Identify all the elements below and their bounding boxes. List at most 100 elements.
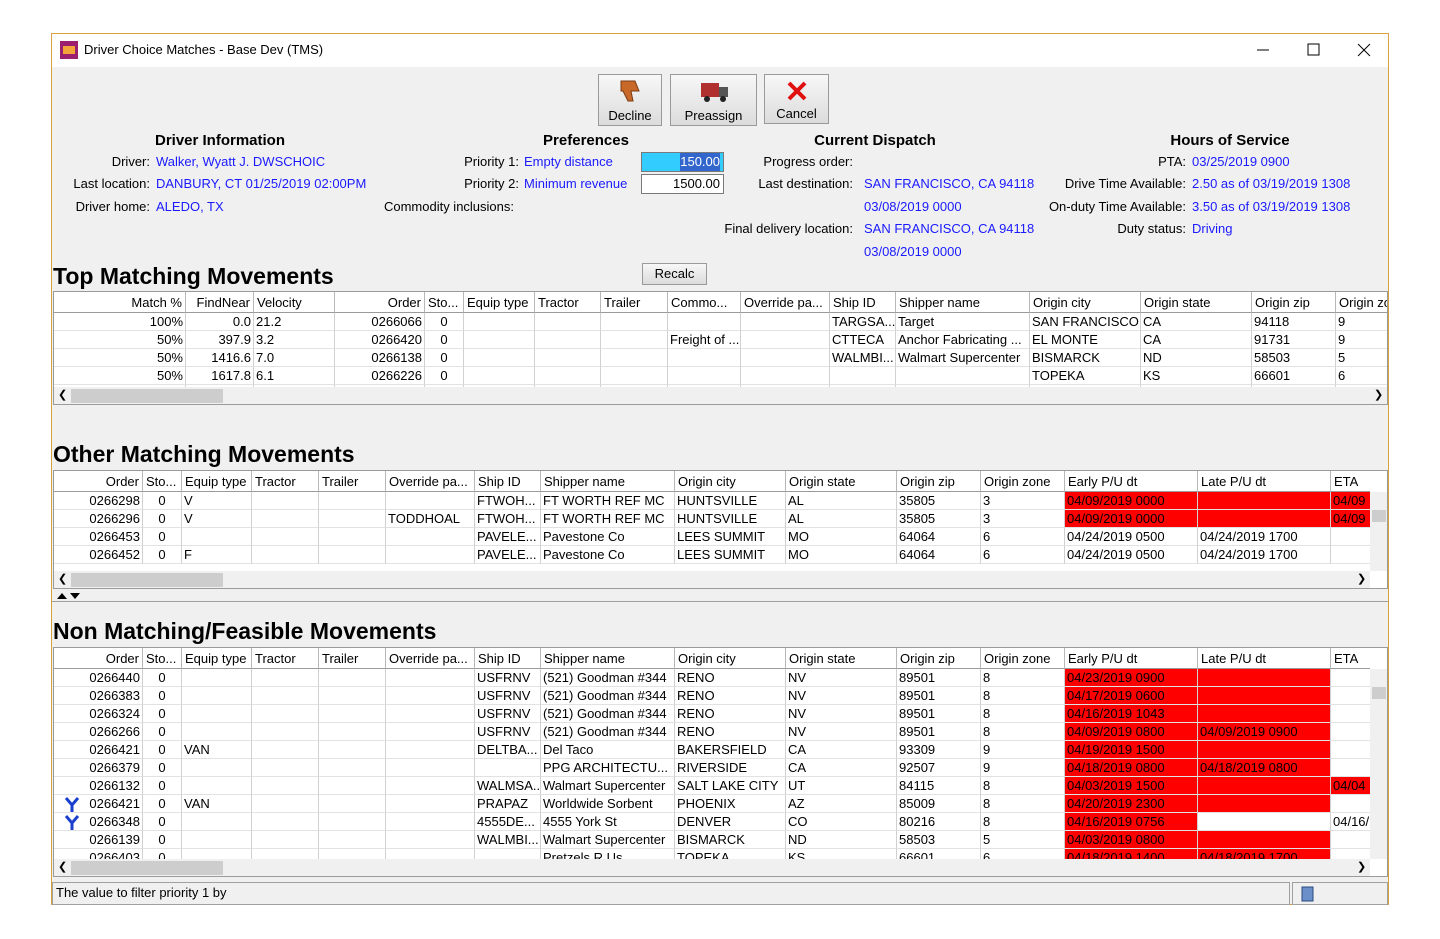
table-cell[interactable] [319, 687, 386, 705]
table-cell[interactable] [182, 723, 252, 741]
table-cell[interactable]: 0266138 [335, 349, 425, 367]
table-cell[interactable]: 21.2 [254, 313, 335, 331]
table-cell[interactable]: 0 [425, 331, 464, 349]
table-cell[interactable] [1331, 669, 1370, 687]
column-header[interactable]: Late P/U dt [1198, 471, 1331, 492]
column-header[interactable]: ETA [1331, 471, 1370, 492]
column-header[interactable]: Equip type [464, 292, 535, 313]
table-cell[interactable]: AL [786, 510, 897, 528]
table-cell[interactable]: FTWOH... [475, 492, 541, 510]
table-cell[interactable]: SAN FRANCISCO [1030, 313, 1141, 331]
table-cell[interactable]: EL MONTE [1030, 331, 1141, 349]
table-cell[interactable] [741, 349, 830, 367]
table-cell[interactable] [319, 795, 386, 813]
table-cell[interactable]: 8 [981, 687, 1065, 705]
column-header[interactable]: Early P/U dt [1065, 471, 1198, 492]
table-cell[interactable]: 0 [143, 723, 182, 741]
table-cell[interactable]: PHOENIX [675, 795, 786, 813]
table-cell[interactable]: NV [786, 669, 897, 687]
table-cell[interactable] [252, 813, 319, 831]
table-cell[interactable]: KS [786, 849, 897, 859]
column-header[interactable]: Ship ID [830, 292, 896, 313]
column-header[interactable]: Origin city [675, 471, 786, 492]
table-cell[interactable]: ND [1141, 349, 1252, 367]
table-cell[interactable]: 0266266 [54, 723, 143, 741]
column-header[interactable]: Origin zo [1336, 292, 1387, 313]
table-cell[interactable]: LEES SUMMIT [675, 546, 786, 564]
table-cell[interactable]: 50% [54, 331, 186, 349]
table-cell[interactable]: BAKERSFIELD [675, 741, 786, 759]
table-cell[interactable]: 89501 [897, 705, 981, 723]
table-cell[interactable]: 0 [143, 795, 182, 813]
table-cell[interactable] [319, 492, 386, 510]
table-cell[interactable]: 0266403 [54, 849, 143, 859]
table-cell[interactable]: PAVELE... [475, 528, 541, 546]
column-header[interactable]: FindNear [186, 292, 254, 313]
table-cell[interactable]: V [182, 492, 252, 510]
table-cell[interactable]: AL [786, 492, 897, 510]
table-cell[interactable] [386, 546, 475, 564]
table-cell[interactable]: 04/18/2019 1700 [1198, 849, 1331, 859]
table-cell[interactable] [1198, 795, 1331, 813]
table-cell[interactable] [741, 367, 830, 385]
table-cell[interactable]: 6 [981, 546, 1065, 564]
table-cell[interactable]: WALMSA... [475, 777, 541, 795]
table-cell[interactable]: 89501 [897, 687, 981, 705]
table-cell[interactable]: 5 [981, 831, 1065, 849]
table-cell[interactable] [1331, 687, 1370, 705]
table-cell[interactable]: 0 [143, 492, 182, 510]
scroll-arrow-right[interactable]: ❯ [1374, 388, 1383, 401]
window-controls[interactable] [1250, 40, 1375, 60]
table-cell[interactable]: USFRNV [475, 723, 541, 741]
table-cell[interactable] [464, 313, 535, 331]
table-cell[interactable] [319, 741, 386, 759]
table-cell[interactable] [668, 367, 741, 385]
table-cell[interactable] [1198, 741, 1331, 759]
table-cell[interactable] [1331, 705, 1370, 723]
table-cell[interactable]: 04/09/2019 0000 [1065, 492, 1198, 510]
table-cell[interactable]: 94118 [1252, 313, 1336, 331]
table-cell[interactable]: ND [786, 831, 897, 849]
table-cell[interactable]: Worldwide Sorbent [541, 795, 675, 813]
column-header[interactable]: Equip type [182, 471, 252, 492]
table-cell[interactable]: 04/24/2019 0500 [1065, 546, 1198, 564]
table-cell[interactable] [182, 813, 252, 831]
table-cell[interactable]: 6 [1336, 367, 1387, 385]
table-cell[interactable] [741, 331, 830, 349]
table-cell[interactable]: 0 [143, 705, 182, 723]
column-header[interactable]: ETA [1331, 648, 1370, 669]
column-header[interactable]: Shipper name [896, 292, 1030, 313]
table-cell[interactable]: 8 [981, 795, 1065, 813]
table-cell[interactable]: 0266383 [54, 687, 143, 705]
table-cell[interactable]: 0266452 [54, 546, 143, 564]
table-cell[interactable]: 9 [1336, 331, 1387, 349]
horizontal-scrollbar[interactable]: ❮❯ [54, 571, 1370, 589]
table-cell[interactable] [475, 759, 541, 777]
table-cell[interactable] [252, 849, 319, 859]
table-cell[interactable] [386, 777, 475, 795]
table-cell[interactable]: 0 [425, 313, 464, 331]
table-cell[interactable]: DENVER [675, 813, 786, 831]
table-cell[interactable] [386, 759, 475, 777]
scroll-arrow-left[interactable]: ❮ [58, 860, 67, 873]
table-cell[interactable]: TOPEKA [1030, 367, 1141, 385]
table-cell[interactable] [386, 492, 475, 510]
table-cell[interactable]: 04/24/2019 1700 [1198, 546, 1331, 564]
table-cell[interactable]: 04/09/2019 0000 [1065, 510, 1198, 528]
table-cell[interactable] [252, 687, 319, 705]
table-cell[interactable] [601, 313, 668, 331]
table-cell[interactable]: 04/03/2019 1500 [1065, 777, 1198, 795]
data-table[interactable]: OrderSto...Equip typeTractorTrailerOverr… [53, 647, 1388, 877]
table-cell[interactable]: 93309 [897, 741, 981, 759]
column-header[interactable]: Origin city [675, 648, 786, 669]
horizontal-scrollbar[interactable]: ❮❯ [54, 859, 1370, 877]
table-cell[interactable] [252, 546, 319, 564]
table-cell[interactable] [1331, 795, 1370, 813]
table-cell[interactable] [386, 528, 475, 546]
table-cell[interactable] [668, 349, 741, 367]
table-cell[interactable] [386, 795, 475, 813]
table-cell[interactable]: 8 [981, 723, 1065, 741]
column-header[interactable]: Ship ID [475, 648, 541, 669]
table-cell[interactable]: 3.2 [254, 331, 335, 349]
table-cell[interactable]: 04/03/2019 0800 [1065, 831, 1198, 849]
